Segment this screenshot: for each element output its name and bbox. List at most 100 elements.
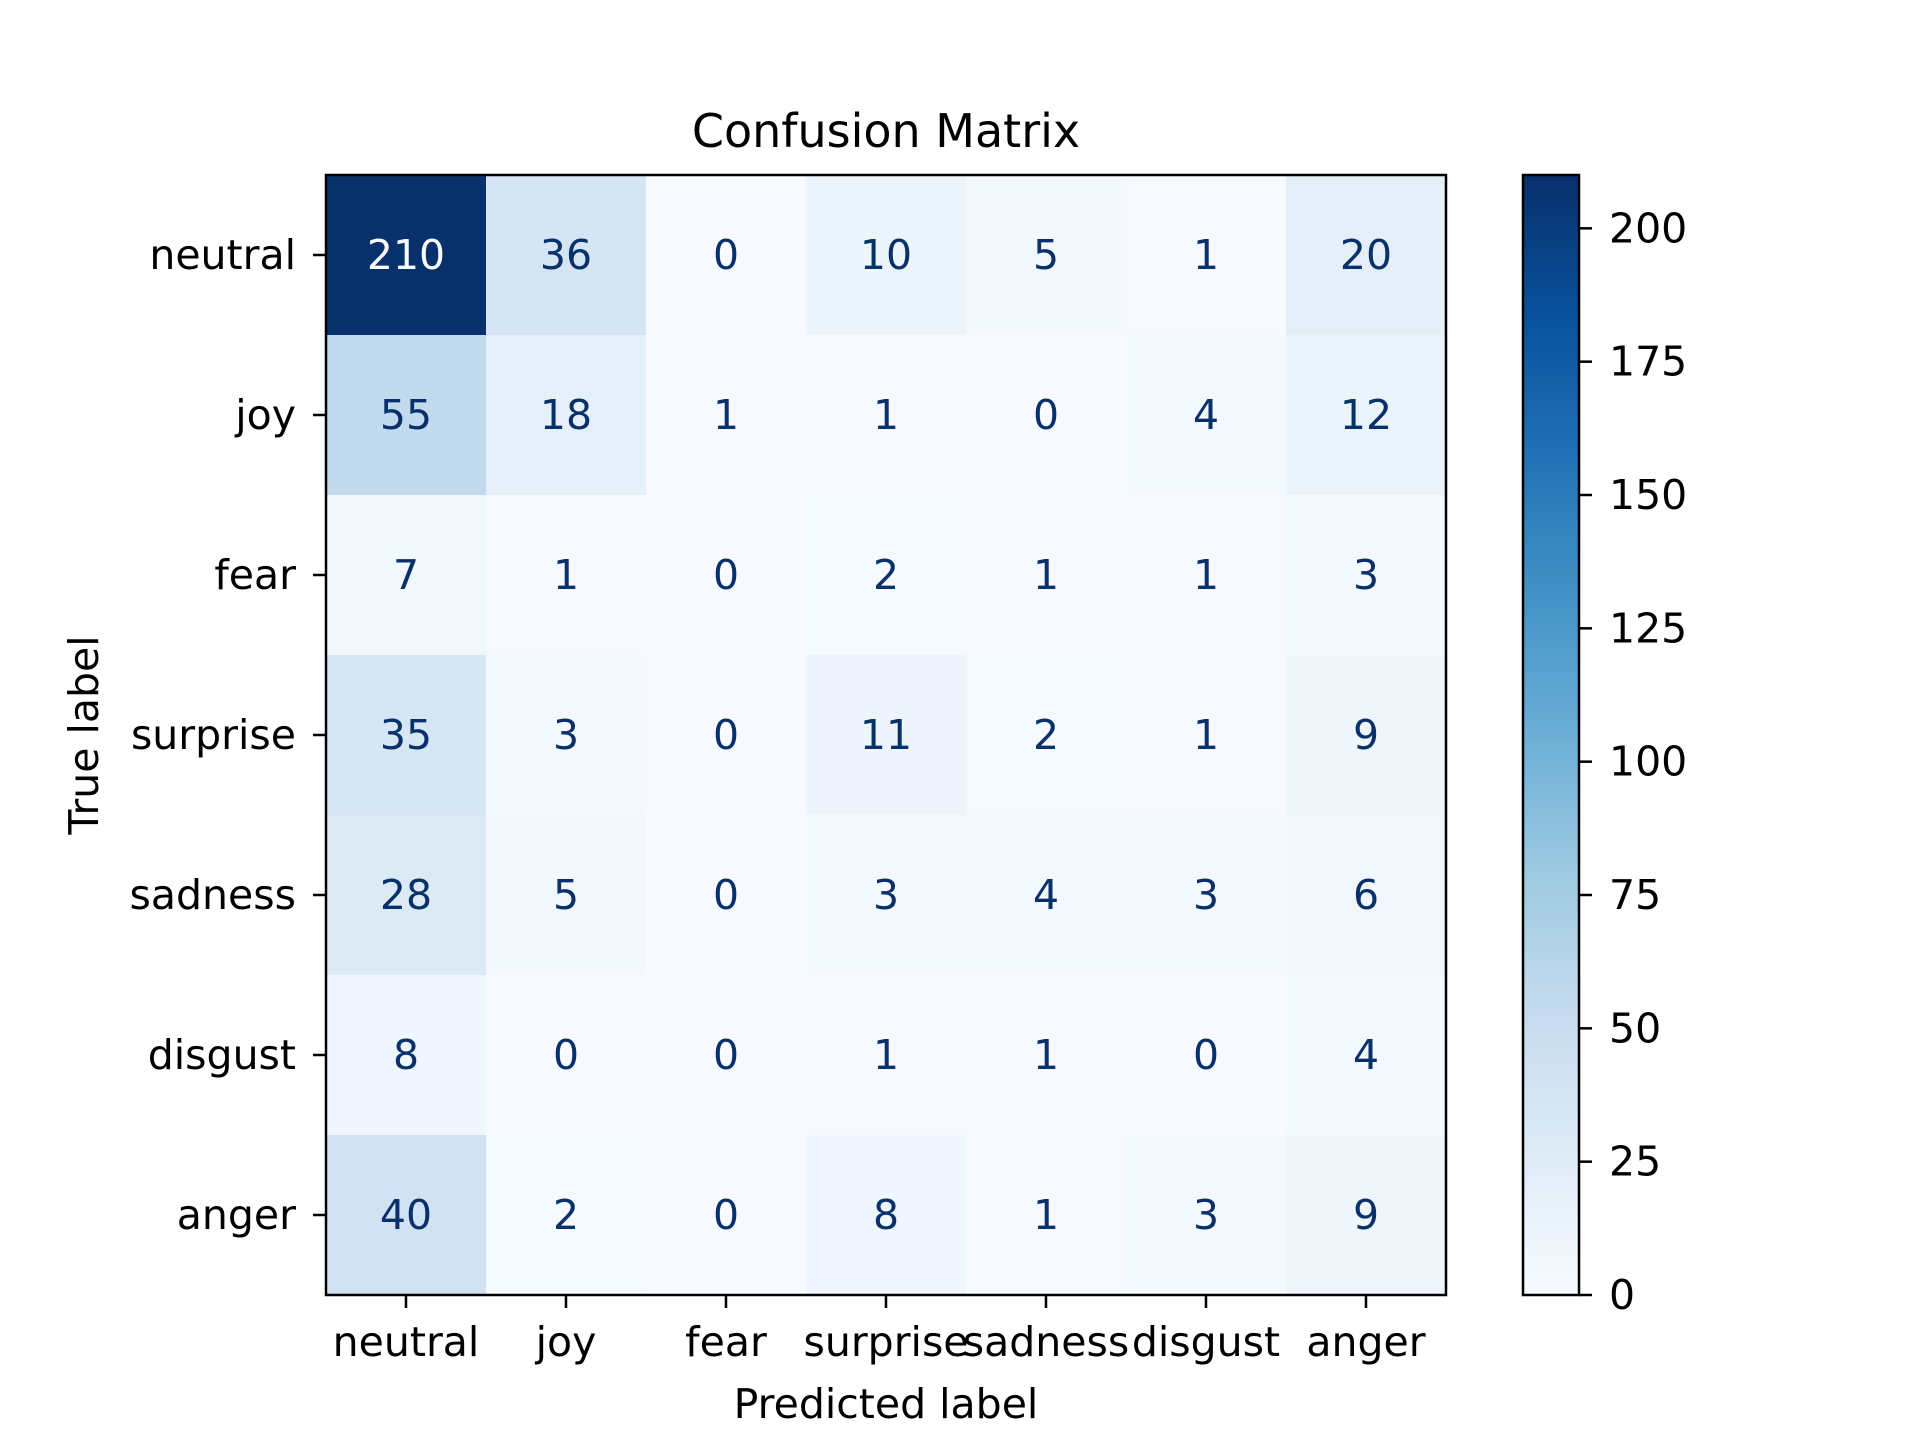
x-tick-label: joy xyxy=(535,1318,597,1366)
cell-value-label: 1 xyxy=(1193,711,1219,759)
y-tick-label: neutral xyxy=(149,231,296,279)
colorbar-tick-label: 125 xyxy=(1609,604,1687,652)
matrix-cell xyxy=(1286,175,1446,335)
matrix-cell xyxy=(486,495,646,655)
matrix-cell xyxy=(966,175,1126,335)
matrix-cell xyxy=(1286,1135,1446,1295)
x-tick-label: fear xyxy=(685,1318,767,1366)
cell-value-label: 0 xyxy=(1193,1031,1219,1079)
x-tick-label: sadness xyxy=(963,1318,1129,1366)
cell-value-label: 1 xyxy=(1033,1191,1059,1239)
colorbar-frame xyxy=(1521,173,1581,1297)
matrix-cell xyxy=(966,335,1126,495)
cell-value-label: 3 xyxy=(1353,551,1379,599)
matrix-cell xyxy=(326,975,486,1135)
x-tick-label: anger xyxy=(1306,1318,1425,1366)
matrix-cell xyxy=(806,655,966,815)
y-tick-label: sadness xyxy=(130,871,296,919)
matrix-cell xyxy=(966,975,1126,1135)
matrix-cells xyxy=(326,175,1446,1295)
matrix-cell xyxy=(1286,655,1446,815)
cell-value-label: 8 xyxy=(393,1031,419,1079)
colorbar-tick-label: 175 xyxy=(1609,338,1687,386)
colorbar-tick-label: 50 xyxy=(1609,1004,1661,1052)
x-tick-label: disgust xyxy=(1132,1318,1280,1366)
cell-value-label: 2 xyxy=(1033,711,1059,759)
cell-value-label: 0 xyxy=(713,231,739,279)
matrix-cell xyxy=(326,1135,486,1295)
matrix-cell xyxy=(1126,655,1286,815)
cell-value-label: 1 xyxy=(1193,231,1219,279)
cell-value-label: 36 xyxy=(540,231,592,279)
matrix-cell xyxy=(646,815,806,975)
cell-value-label: 0 xyxy=(713,871,739,919)
cell-value-label: 18 xyxy=(540,391,592,439)
matrix-cell xyxy=(806,815,966,975)
colorbar xyxy=(1523,175,1579,1295)
cell-value-label: 6 xyxy=(1353,871,1379,919)
cell-value-label: 55 xyxy=(380,391,432,439)
cell-value-label: 0 xyxy=(713,1031,739,1079)
cell-value-label: 2 xyxy=(553,1191,579,1239)
matrix-cell xyxy=(1126,815,1286,975)
matrix-cell xyxy=(966,1135,1126,1295)
matrix-cell xyxy=(486,815,646,975)
y-axis-label: True label xyxy=(60,635,108,835)
matrix-cell xyxy=(1286,815,1446,975)
y-tick-label: disgust xyxy=(148,1031,296,1079)
matrix-cell xyxy=(646,1135,806,1295)
matrix-cell xyxy=(966,815,1126,975)
y-tick-label: fear xyxy=(214,551,296,599)
matrix-cell xyxy=(486,975,646,1135)
matrix-cell xyxy=(326,655,486,815)
cell-value-label: 4 xyxy=(1353,1031,1379,1079)
matrix-cell xyxy=(1126,175,1286,335)
cell-value-label: 1 xyxy=(873,1031,899,1079)
y-axis-ticks: neutral joy fear surprise sadness disgust ange… xyxy=(130,231,326,1239)
matrix-cell xyxy=(806,975,966,1135)
matrix-cell xyxy=(486,655,646,815)
matrix-cell xyxy=(646,335,806,495)
cell-value-label: 0 xyxy=(713,711,739,759)
cell-value-label: 1 xyxy=(553,551,579,599)
cell-value-label: 1 xyxy=(1033,1031,1059,1079)
x-tick-label: neutral xyxy=(333,1318,480,1366)
cell-value-label: 0 xyxy=(553,1031,579,1079)
colorbar-ticks: 0 25 50 75 100 125 150 175 200 xyxy=(1579,204,1687,1319)
colorbar-tick-label: 150 xyxy=(1609,471,1687,519)
cell-value-label: 4 xyxy=(1033,871,1059,919)
cell-value-label: 7 xyxy=(393,551,419,599)
matrix-cell xyxy=(326,335,486,495)
cell-value-label: 3 xyxy=(553,711,579,759)
matrix-cell xyxy=(326,175,486,335)
matrix-cell xyxy=(966,495,1126,655)
matrix-cell xyxy=(806,175,966,335)
matrix-cell xyxy=(1126,335,1286,495)
matrix-cell xyxy=(646,175,806,335)
cell-value-label: 210 xyxy=(367,231,445,279)
matrix-cell xyxy=(646,495,806,655)
colorbar-tick-label: 0 xyxy=(1609,1271,1635,1319)
x-axis-label: Predicted label xyxy=(734,1380,1039,1428)
matrix-cell xyxy=(806,335,966,495)
cell-value-label: 11 xyxy=(860,711,912,759)
matrix-cell xyxy=(806,1135,966,1295)
cell-value-label: 3 xyxy=(1193,871,1219,919)
colorbar-tick-label: 100 xyxy=(1609,738,1687,786)
cell-value-label: 0 xyxy=(713,1191,739,1239)
cell-value-label: 40 xyxy=(380,1191,432,1239)
cell-value-label: 1 xyxy=(1193,551,1219,599)
matrix-cell xyxy=(1286,975,1446,1135)
y-tick-label: anger xyxy=(177,1191,296,1239)
matrix-cell xyxy=(646,975,806,1135)
chart-title: Confusion Matrix xyxy=(692,104,1080,158)
cell-value-label: 35 xyxy=(380,711,432,759)
matrix-cell xyxy=(326,815,486,975)
cell-value-label: 4 xyxy=(1193,391,1219,439)
matrix-cell xyxy=(1126,1135,1286,1295)
matrix-cell xyxy=(326,495,486,655)
matrix-cell xyxy=(646,655,806,815)
cell-value-label: 1 xyxy=(713,391,739,439)
